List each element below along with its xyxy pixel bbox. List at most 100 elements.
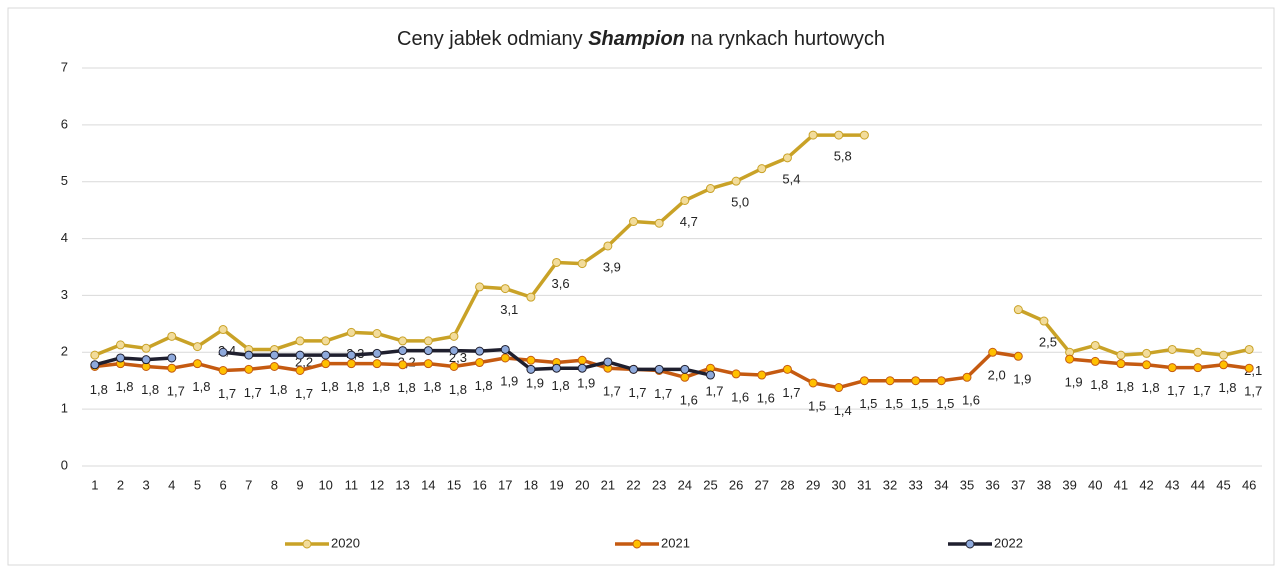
- data-label: 1,8: [90, 382, 108, 397]
- point: [782, 153, 792, 163]
- point: [526, 355, 536, 365]
- x-tick-label: 45: [1216, 477, 1230, 492]
- data-label: 1,7: [167, 384, 185, 399]
- x-tick-label: 22: [626, 477, 640, 492]
- x-tick-label: 26: [729, 477, 743, 492]
- point: [115, 340, 125, 350]
- data-label: 1,6: [680, 393, 698, 408]
- point: [449, 331, 459, 341]
- point: [629, 364, 639, 374]
- data-label: 1,7: [654, 386, 672, 401]
- data-label: 1,8: [475, 378, 493, 393]
- point: [526, 364, 536, 374]
- y-tick-label: 0: [61, 457, 68, 472]
- data-label: 1,7: [1244, 384, 1262, 399]
- data-label: 3,9: [603, 259, 621, 274]
- data-label: 1,9: [526, 376, 544, 391]
- point: [859, 376, 869, 386]
- x-tick-label: 9: [296, 477, 303, 492]
- point: [885, 376, 895, 386]
- point: [577, 363, 587, 373]
- point: [244, 350, 254, 360]
- data-label: 3,1: [500, 302, 518, 317]
- point: [1090, 356, 1100, 366]
- point: [346, 359, 356, 369]
- point: [244, 364, 254, 374]
- point: [192, 342, 202, 352]
- x-tick-label: 12: [370, 477, 384, 492]
- point: [218, 365, 228, 375]
- point: [859, 130, 869, 140]
- x-tick-label: 8: [271, 477, 278, 492]
- data-label: 1,8: [1142, 380, 1160, 395]
- x-tick-label: 29: [806, 477, 820, 492]
- point: [988, 347, 998, 357]
- point: [1244, 344, 1254, 354]
- point: [115, 353, 125, 363]
- point: [167, 331, 177, 341]
- x-tick-label: 35: [960, 477, 974, 492]
- data-label: 3,6: [552, 276, 570, 291]
- point: [321, 336, 331, 346]
- data-label: 5,4: [782, 171, 800, 186]
- point: [577, 259, 587, 269]
- y-tick-label: 1: [61, 401, 68, 416]
- data-label: 1,8: [1218, 380, 1236, 395]
- x-tick-label: 34: [934, 477, 948, 492]
- point: [1013, 305, 1023, 315]
- point: [90, 360, 100, 370]
- point: [1065, 354, 1075, 364]
- point: [680, 364, 690, 374]
- x-tick-label: 36: [985, 477, 999, 492]
- point: [1116, 350, 1126, 360]
- data-label: 1,8: [552, 378, 570, 393]
- point: [269, 350, 279, 360]
- point: [398, 360, 408, 370]
- data-label: 1,8: [321, 379, 339, 394]
- y-tick-label: 6: [61, 116, 68, 131]
- data-label: 1,9: [500, 373, 518, 388]
- x-tick-label: 38: [1037, 477, 1051, 492]
- y-tick-label: 7: [61, 59, 68, 74]
- x-tick-label: 7: [245, 477, 252, 492]
- point: [398, 336, 408, 346]
- point: [398, 346, 408, 356]
- x-tick-label: 19: [549, 477, 563, 492]
- x-tick-label: 21: [601, 477, 615, 492]
- data-label: 5,8: [834, 149, 852, 164]
- data-label: 1,5: [936, 396, 954, 411]
- point: [475, 346, 485, 356]
- data-label: 1,8: [346, 379, 364, 394]
- point: [372, 348, 382, 358]
- x-tick-label: 2: [117, 477, 124, 492]
- y-tick-label: 5: [61, 173, 68, 188]
- x-tick-label: 42: [1139, 477, 1153, 492]
- point: [1167, 344, 1177, 354]
- x-tick-label: 39: [1062, 477, 1076, 492]
- data-label: 1,8: [449, 382, 467, 397]
- title-part: Ceny jabłek odmiany: [397, 28, 583, 50]
- point: [372, 359, 382, 369]
- point: [500, 344, 510, 354]
- x-tick-label: 32: [883, 477, 897, 492]
- data-label: 1,5: [859, 396, 877, 411]
- point: [603, 357, 613, 367]
- data-label: 1,7: [705, 384, 723, 399]
- chart-frame: [7, 7, 1275, 566]
- point: [629, 217, 639, 227]
- point: [192, 359, 202, 369]
- point: [552, 257, 562, 267]
- point: [372, 329, 382, 339]
- data-label: 2,5: [1039, 334, 1057, 349]
- x-tick-label: 25: [703, 477, 717, 492]
- point: [475, 358, 485, 368]
- data-label: 1,7: [218, 386, 236, 401]
- point: [936, 376, 946, 386]
- x-tick-label: 16: [472, 477, 486, 492]
- point: [423, 346, 433, 356]
- title-part: Shampion: [588, 28, 685, 50]
- legend-label: 2021: [661, 535, 690, 550]
- data-label: 1,7: [628, 385, 646, 400]
- point: [1039, 316, 1049, 326]
- data-label: 1,6: [731, 389, 749, 404]
